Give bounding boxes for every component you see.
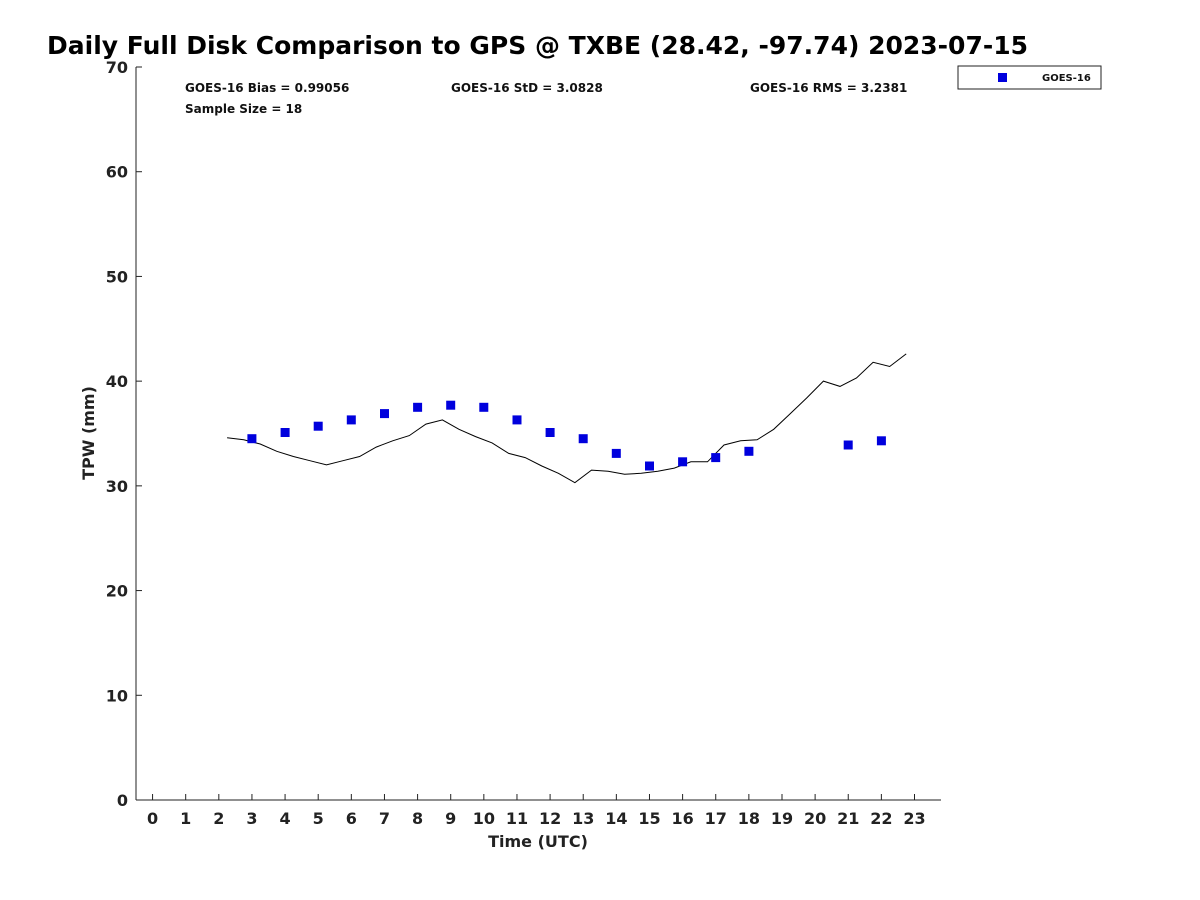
x-tick-label-3: 3 [246,809,257,828]
x-tick-label-2: 2 [213,809,224,828]
x-tick-label-9: 9 [445,809,456,828]
goes16-point-9 [446,400,456,410]
y-tick-label-10: 10 [106,686,128,705]
x-tick-label-16: 16 [671,809,693,828]
goes16-point-16 [678,457,688,467]
goes16-point-17 [711,453,721,463]
goes16-point-12 [545,428,555,437]
x-tick-label-18: 18 [738,809,760,828]
chart-legend: GOES-16 [957,65,1102,90]
goes16-point-5 [313,421,323,431]
x-tick-label-17: 17 [705,809,727,828]
goes16-marker-series [247,400,886,471]
plot-axes [135,67,941,801]
goes16-point-21 [843,440,853,450]
x-tick-label-5: 5 [313,809,324,828]
bias-stat: GOES-16 Bias = 0.99056 [185,81,349,95]
legend-box [957,65,1102,90]
x-tick-label-20: 20 [804,809,826,828]
goes16-point-18 [744,446,754,456]
x-tick-label-6: 6 [346,809,357,828]
x-tick-label-15: 15 [638,809,660,828]
gps-line [227,353,907,484]
goes16-point-22 [876,436,886,446]
x-tick-label-10: 10 [473,809,495,828]
y-tick-label-70: 70 [106,58,128,77]
x-tick-label-22: 22 [870,809,892,828]
sample-size-stat: Sample Size = 18 [185,102,302,116]
goes16-point-7 [380,409,389,419]
x-tick-label-0: 0 [147,809,158,828]
y-tick-label-50: 50 [106,267,128,286]
x-tick-label-11: 11 [506,809,528,828]
goes16-point-8 [413,402,423,412]
y-tick-label-30: 30 [106,477,128,496]
x-tick-label-1: 1 [180,809,191,828]
rms-stat: GOES-16 RMS = 3.2381 [750,81,907,95]
chart-title: Daily Full Disk Comparison to GPS @ TXBE… [47,31,1028,60]
x-tick-label-19: 19 [771,809,793,828]
gps-line-series [227,353,907,484]
x-tick-label-21: 21 [837,809,859,828]
x-tick-label-4: 4 [280,809,291,828]
goes16-point-4 [280,428,290,437]
goes16-point-6 [346,415,356,425]
x-tick-label-12: 12 [539,809,561,828]
x-axis-label: Time (UTC) [488,832,588,851]
y-tick-label-0: 0 [117,791,128,810]
y-axis-label: TPW (mm) [79,386,98,480]
y-tick-label-60: 60 [106,163,128,182]
goes16-point-13 [578,434,588,444]
y-tick-label-20: 20 [106,582,128,601]
std-stat: GOES-16 StD = 3.0828 [451,81,603,95]
x-tick-label-13: 13 [572,809,594,828]
goes16-point-10 [479,402,489,412]
y-tick-label-40: 40 [106,372,128,391]
goes16-point-3 [247,434,257,444]
x-tick-label-7: 7 [379,809,390,828]
x-tick-label-8: 8 [412,809,423,828]
x-tick-label-23: 23 [903,809,925,828]
legend-label-goes16: GOES-16 [1042,73,1091,84]
goes16-point-15 [645,461,654,471]
goes16-point-14 [611,448,621,458]
x-tick-label-14: 14 [605,809,627,828]
axis-ticks: 0 1 2 3 4 5 6 7 8 9 10 11 12 13 14 15 16 17 18 19 20 21 22 2301… [106,58,926,828]
legend-marker-goes16 [998,73,1007,82]
goes16-point-11 [512,415,522,425]
